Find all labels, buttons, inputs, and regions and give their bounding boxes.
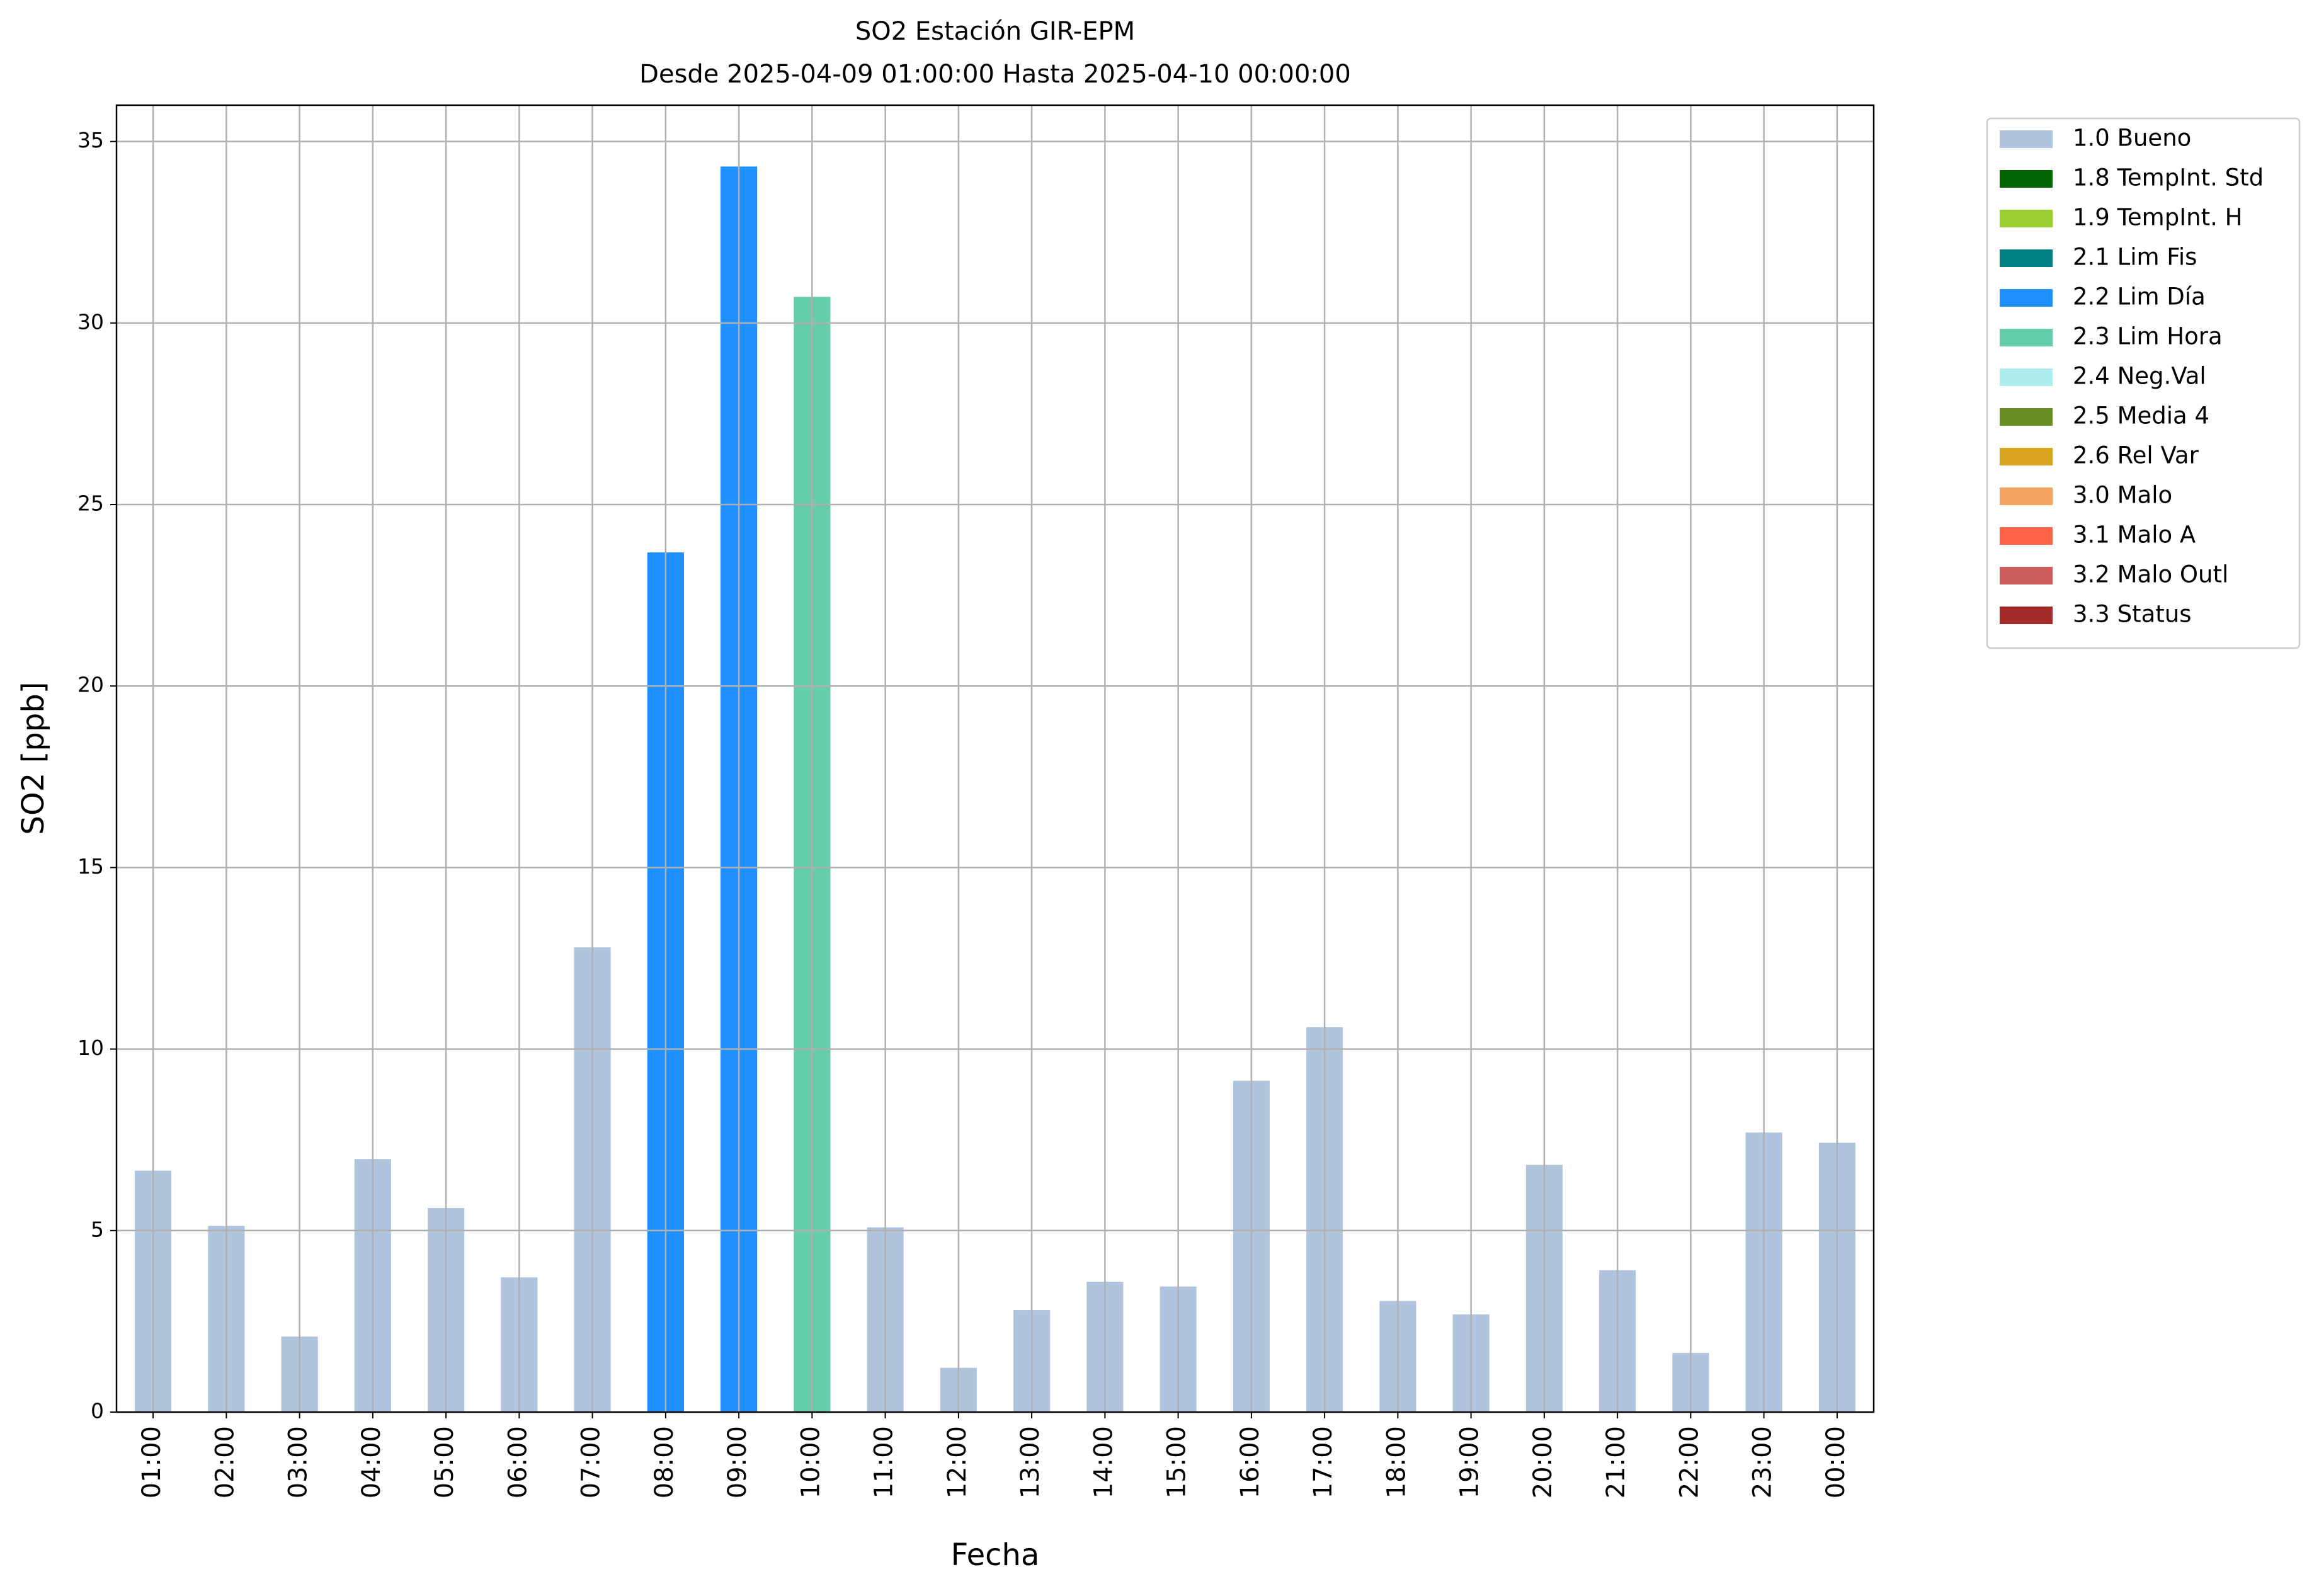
legend-swatch: [2000, 567, 2053, 584]
x-tick-label: 17:00: [1309, 1426, 1338, 1498]
x-tick-label: 12:00: [943, 1426, 972, 1498]
y-tick-label: 25: [77, 491, 104, 516]
legend-swatch: [2000, 408, 2053, 426]
x-tick-label: 00:00: [1821, 1426, 1850, 1498]
x-tick-label: 16:00: [1236, 1426, 1265, 1498]
legend-swatch: [2000, 527, 2053, 545]
x-tick-label: 02:00: [210, 1426, 239, 1498]
chart-title: SO2 Estación GIR-EPM: [855, 17, 1135, 46]
legend-label: 3.3 Status: [2073, 601, 2192, 628]
legend-label: 2.2 Lim Día: [2073, 283, 2206, 311]
x-tick-label: 22:00: [1675, 1426, 1704, 1498]
legend-swatch: [2000, 249, 2053, 267]
x-tick-label: 05:00: [430, 1426, 459, 1498]
legend-swatch: [2000, 289, 2053, 307]
y-tick-label: 5: [91, 1217, 104, 1241]
y-tick-label: 10: [77, 1035, 104, 1060]
x-axis-label: Fecha: [951, 1537, 1040, 1573]
x-tick-label: 11:00: [870, 1426, 899, 1498]
legend-label: 2.4 Neg.Val: [2073, 363, 2206, 390]
legend-label: 2.3 Lim Hora: [2073, 323, 2223, 350]
y-tick-label: 35: [77, 128, 104, 152]
x-tick-label: 20:00: [1529, 1426, 1558, 1498]
y-axis-label: SO2 [ppb]: [16, 682, 51, 835]
x-tick-label: 09:00: [723, 1426, 752, 1498]
legend-label: 1.8 TempInt. Std: [2073, 164, 2264, 191]
x-tick-label: 15:00: [1163, 1426, 1192, 1498]
legend-label: 3.0 Malo: [2073, 482, 2172, 509]
legend-swatch: [2000, 607, 2053, 624]
x-tick-label: 07:00: [577, 1426, 606, 1498]
x-tick-label: 10:00: [796, 1426, 825, 1498]
legend-swatch: [2000, 487, 2053, 505]
legend-label: 1.0 Bueno: [2073, 125, 2191, 152]
legend-swatch: [2000, 448, 2053, 465]
plot-frame: [115, 104, 1875, 1413]
legend-box: [1986, 117, 2301, 649]
legend-swatch: [2000, 130, 2053, 148]
x-tick-label: 01:00: [137, 1426, 166, 1498]
legend-swatch: [2000, 210, 2053, 227]
x-tick-label: 06:00: [503, 1426, 532, 1498]
y-tick-label: 0: [91, 1399, 104, 1423]
legend-swatch: [2000, 329, 2053, 346]
x-tick-label: 23:00: [1748, 1426, 1777, 1498]
y-tick-label: 15: [77, 854, 104, 879]
x-tick-label: 03:00: [284, 1426, 313, 1498]
legend-label: 3.2 Malo Outl: [2073, 561, 2228, 588]
legend-label: 2.1 Lim Fis: [2073, 244, 2197, 271]
x-tick-label: 19:00: [1456, 1426, 1484, 1498]
legend-swatch: [2000, 170, 2053, 188]
x-tick-label: 13:00: [1016, 1426, 1045, 1498]
x-tick-label: 04:00: [357, 1426, 386, 1498]
legend-swatch: [2000, 368, 2053, 386]
x-tick-label: 18:00: [1382, 1426, 1411, 1498]
y-tick-label: 20: [77, 673, 104, 697]
x-tick-label: 14:00: [1089, 1426, 1118, 1498]
chart-subtitle: Desde 2025-04-09 01:00:00 Hasta 2025-04-…: [639, 60, 1351, 89]
legend-label: 3.1 Malo A: [2073, 522, 2196, 549]
y-tick-label: 30: [77, 309, 104, 334]
legend-label: 2.5 Media 4: [2073, 402, 2209, 430]
x-tick-label: 08:00: [650, 1426, 679, 1498]
legend-label: 2.6 Rel Var: [2073, 442, 2199, 469]
x-tick-label: 21:00: [1602, 1426, 1631, 1498]
legend-label: 1.9 TempInt. H: [2073, 204, 2242, 231]
